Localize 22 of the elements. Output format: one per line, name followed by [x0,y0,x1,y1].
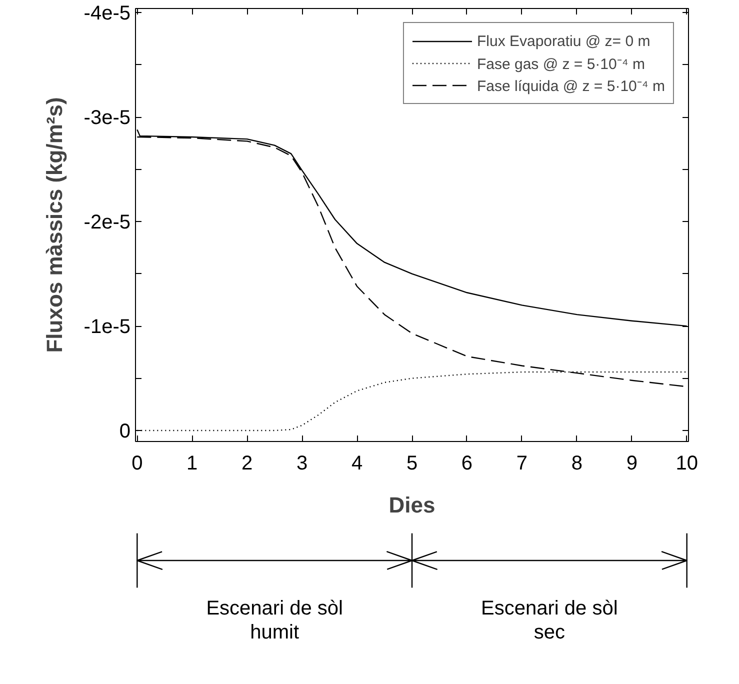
legend-label: Fase líquida @ z = 5·10⁻⁴ m [476,77,665,95]
y-tick-label: -3e-5 [84,107,131,130]
text: Escenari de sòl sec [481,597,618,644]
x-tick-label: 7 [516,452,528,474]
x-tick-label: 1 [186,452,198,474]
x-tick-label: 6 [461,452,473,474]
x-axis-title: Dies [388,492,436,518]
x-tick-label: 2 [242,452,253,474]
legend-label: Flux Evaporatiu @ z= 0 m [476,32,650,50]
x-tick-label: 10 [676,452,698,474]
x-tick-label: 5 [406,452,418,474]
y-tick-label: -4e-5 [84,2,131,25]
x-tick-label: 9 [626,452,638,474]
x-tick-label: 3 [296,452,308,474]
y-tick-label: -1e-5 [84,316,131,338]
y-tick-label: 0 [119,420,130,443]
x-tick-label: 8 [571,452,582,474]
x-tick-label: 4 [351,452,363,474]
y-axis-title: Fluxos màssics (kg/m²s) [42,97,67,353]
legend-label: Fase gas @ z = 5·10⁻⁴ m [476,55,645,73]
y-tick-label: -2e-5 [84,212,131,234]
text: Escenari de sòl humit [206,597,343,644]
